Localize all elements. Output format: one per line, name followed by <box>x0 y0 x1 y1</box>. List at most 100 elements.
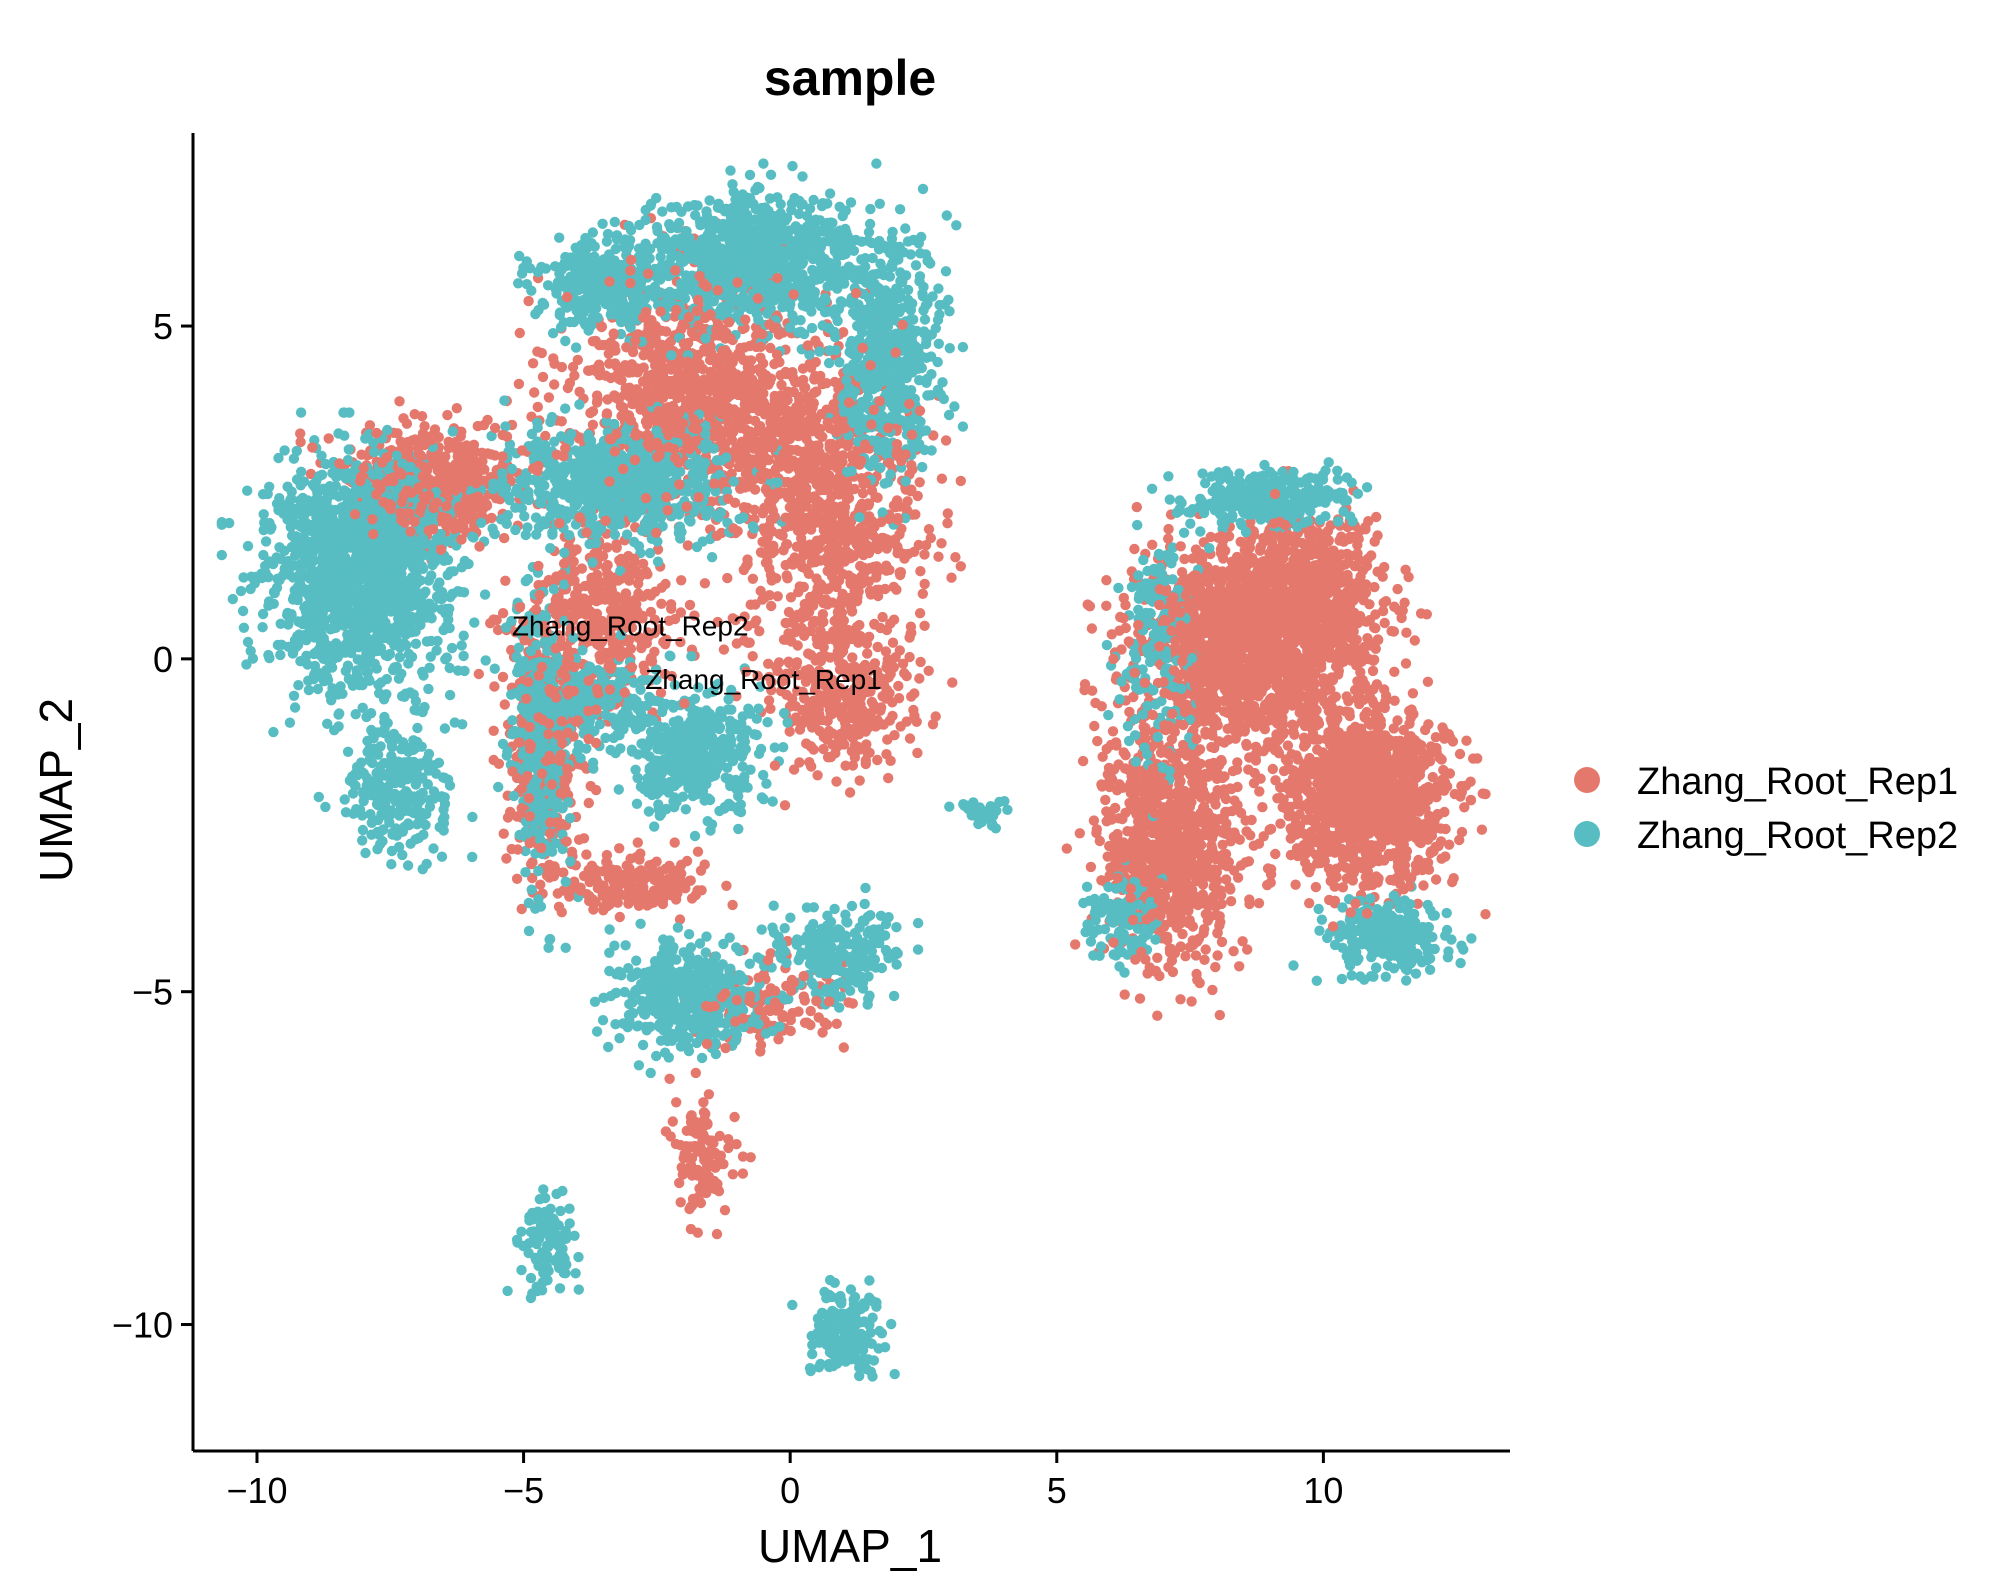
scatter-point <box>936 473 948 484</box>
scatter-point <box>1101 575 1112 586</box>
scatter-point <box>766 575 777 586</box>
scatter-point <box>718 644 730 655</box>
scatter-point <box>950 552 961 563</box>
scatter-point <box>409 409 420 420</box>
scatter-point <box>1309 734 1320 745</box>
scatter-point <box>1402 831 1413 842</box>
scatter-point <box>543 392 555 403</box>
scatter-point <box>1287 719 1298 730</box>
scatter-point <box>1114 625 1125 636</box>
scatter-point <box>685 401 696 412</box>
scatter-point <box>1367 665 1379 677</box>
scatter-point <box>498 828 509 839</box>
scatter-point <box>842 441 853 452</box>
scatter-point <box>811 386 822 397</box>
scatter-point <box>614 911 625 923</box>
scatter-point <box>549 861 560 872</box>
scatter-point <box>1267 763 1279 775</box>
scatter-point <box>801 738 812 749</box>
scatter-point <box>936 538 947 549</box>
scatter-point <box>955 561 966 572</box>
scatter-point <box>591 390 603 401</box>
scatter-point <box>1190 544 1202 555</box>
scatter-point <box>885 668 896 680</box>
scatter-point <box>1408 708 1419 720</box>
scatter-point <box>1373 873 1384 884</box>
scatter-point <box>798 374 809 386</box>
scatter-point <box>562 382 574 394</box>
scatter-point <box>871 572 882 583</box>
scatter-point <box>904 632 915 643</box>
scatter-point <box>500 575 511 586</box>
scatter-point <box>885 755 896 766</box>
scatter-point <box>660 863 671 875</box>
scatter-point <box>1147 539 1158 550</box>
scatter-point <box>955 475 966 487</box>
scatter-point <box>514 327 525 339</box>
scatter-point <box>676 575 687 586</box>
scatter-point <box>787 559 799 570</box>
scatter-point <box>872 590 884 602</box>
scatter-point <box>581 849 592 860</box>
scatter-point <box>757 508 769 519</box>
scatter-point <box>1304 898 1315 909</box>
scatter-point <box>1418 880 1429 891</box>
scatter-point <box>806 761 817 772</box>
scatter-point <box>1118 592 1130 604</box>
scatter-point <box>727 899 738 911</box>
scatter-point <box>940 435 952 446</box>
scatter-point <box>847 572 858 584</box>
scatter-point <box>611 542 622 553</box>
scatter-point <box>860 758 871 770</box>
scatter-point <box>1200 726 1211 738</box>
scatter-point <box>778 634 790 645</box>
scatter-point <box>656 598 667 609</box>
scatter-point <box>912 747 923 759</box>
scatter-point <box>576 563 588 574</box>
scatter-point <box>604 358 615 369</box>
scatter-point <box>1275 818 1286 829</box>
scatter-point <box>585 780 596 792</box>
scatter-point <box>1461 735 1472 746</box>
scatter-point <box>930 711 941 722</box>
scatter-point <box>1430 841 1441 853</box>
scatter-point <box>1272 793 1283 804</box>
scatter-point <box>657 898 669 910</box>
scatter-point <box>323 433 334 444</box>
scatter-point <box>847 652 858 663</box>
scatter-point <box>914 673 925 684</box>
scatter-point <box>1303 797 1314 809</box>
scatter-point <box>558 867 569 878</box>
scatter-point <box>844 787 856 798</box>
scatter-point <box>499 699 510 710</box>
scatter-point <box>775 461 786 472</box>
scatter-point <box>556 416 567 427</box>
scatter-point <box>709 431 721 442</box>
scatter-point <box>669 837 680 848</box>
scatter-point <box>499 532 510 544</box>
scatter-point <box>549 379 560 390</box>
scatter-point <box>488 725 499 736</box>
scatter-point <box>1460 780 1472 791</box>
scatter-point <box>451 403 462 414</box>
scatter-point <box>1101 600 1112 611</box>
scatter-point <box>740 424 751 435</box>
scatter-point <box>904 733 916 744</box>
scatter-point <box>553 901 565 912</box>
points-layer <box>216 158 1491 1382</box>
scatter-point <box>742 554 753 565</box>
scatter-point <box>649 646 660 657</box>
scatter-point <box>497 671 509 683</box>
scatter-point <box>501 853 512 864</box>
scatter-point <box>497 608 509 619</box>
scatter-point <box>398 413 409 424</box>
scatter-point <box>779 800 791 811</box>
scatter-point <box>1230 714 1241 726</box>
scatter-point <box>1310 881 1322 893</box>
scatter-point <box>489 681 500 692</box>
scatter-point <box>1477 788 1489 799</box>
scatter-point <box>1430 874 1442 885</box>
scatter-point <box>888 500 900 511</box>
scatter-point <box>681 855 693 867</box>
